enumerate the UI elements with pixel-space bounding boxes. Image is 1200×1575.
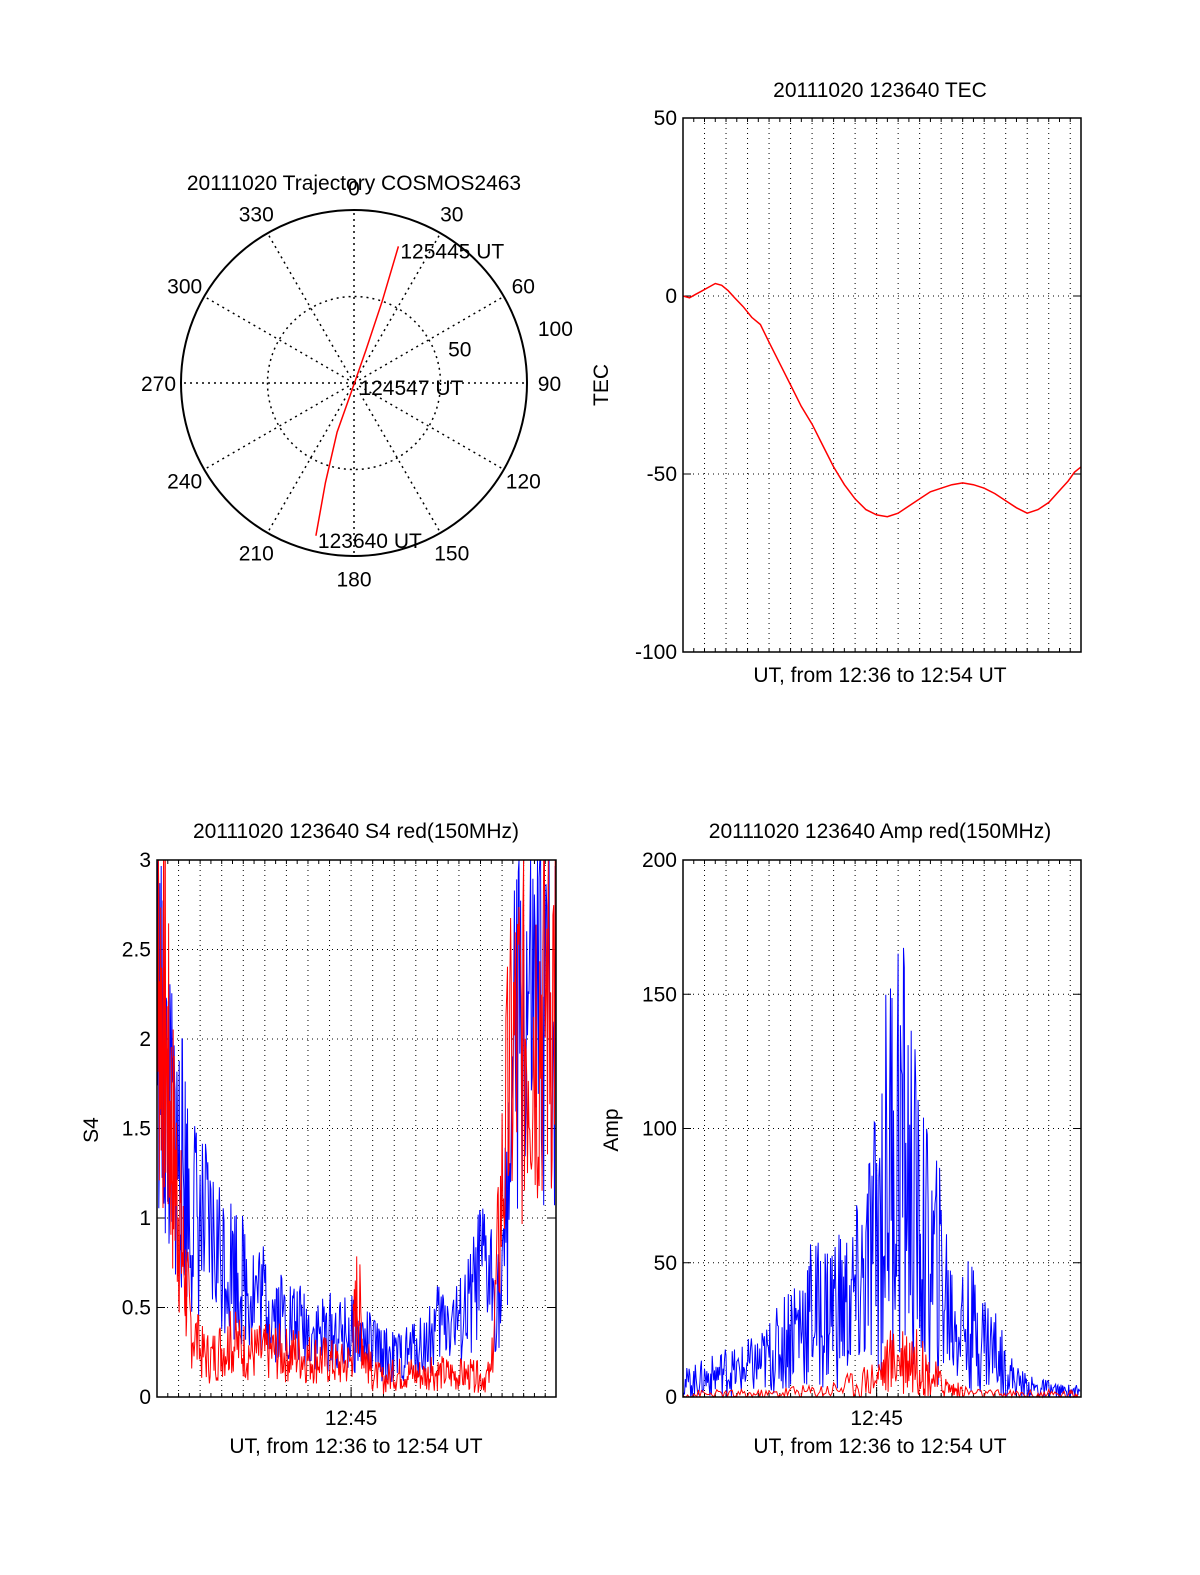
trajectory-angle-label: 330 bbox=[239, 204, 274, 227]
trajectory-angle-label: 0 bbox=[348, 178, 360, 201]
trajectory-angle-label: 180 bbox=[336, 568, 371, 591]
amp-plot: 200 150 100 50 0 12:45 bbox=[642, 849, 1082, 1430]
x-tick-label: 12:45 bbox=[325, 1407, 378, 1430]
trajectory-grid-spoke bbox=[203, 382, 355, 471]
amp-xlabel: UT, from 12:36 to 12:54 UT bbox=[753, 1435, 1006, 1458]
trajectory-angle-label: 90 bbox=[538, 373, 561, 396]
trajectory-outer-circle bbox=[180, 209, 528, 557]
trajectory-grid-spoke bbox=[353, 295, 505, 384]
s4-xlabel: UT, from 12:36 to 12:54 UT bbox=[229, 1435, 482, 1458]
trajectory-grid-spoke bbox=[266, 232, 355, 384]
trajectory-angle-label: 300 bbox=[167, 275, 202, 298]
tec-title: 20111020 123640 TEC bbox=[773, 79, 987, 102]
x-tick-label: 12:45 bbox=[850, 1407, 903, 1430]
tec-plot: 50 0 -50 -100 bbox=[635, 107, 1082, 664]
trajectory-grid bbox=[181, 210, 527, 556]
y-tick-label: 0 bbox=[139, 1386, 151, 1409]
y-tick-label: 1 bbox=[139, 1207, 151, 1230]
trajectory-time-annotation: 124547 UT bbox=[359, 377, 463, 400]
y-tick-label: -50 bbox=[647, 463, 677, 486]
amp-ylabel: Amp bbox=[600, 1108, 623, 1151]
trajectory-time-annotation: 125445 UT bbox=[400, 240, 504, 263]
trajectory-angle-label: 270 bbox=[141, 373, 176, 396]
y-tick-label: 50 bbox=[654, 1252, 677, 1275]
y-tick-label: 1.5 bbox=[122, 1118, 151, 1141]
y-tick-label: -100 bbox=[635, 641, 677, 664]
plot-frame bbox=[682, 859, 1082, 1398]
trajectory-grid-spoke bbox=[353, 232, 442, 384]
series-line-red bbox=[682, 282, 1082, 518]
y-tick-label: 0.5 bbox=[122, 1297, 151, 1320]
s4-plot: 3 2.5 2 1.5 1 0.5 0 12:45 bbox=[122, 849, 557, 1430]
tec-panel: 20111020 123640 TEC 50 0 -50 -100 UT, from … bbox=[590, 79, 1082, 687]
trajectory-grid-spoke bbox=[353, 382, 505, 471]
trajectory-radial-label: 100 bbox=[538, 318, 573, 341]
trajectory-radial-label: 50 bbox=[448, 339, 471, 362]
s4-ylabel: S4 bbox=[80, 1117, 103, 1143]
series-line-blue bbox=[682, 947, 1081, 1399]
trajectory-time-annotation: 123640 UT bbox=[318, 530, 422, 553]
series-line-red bbox=[682, 1329, 1081, 1399]
trajectory-track-line bbox=[315, 246, 400, 536]
series-line-red bbox=[156, 859, 556, 1394]
amp-title: 20111020 123640 Amp red(150MHz) bbox=[709, 820, 1051, 843]
trajectory-angle-label: 150 bbox=[434, 542, 469, 565]
trajectory-angle-label: 30 bbox=[440, 204, 463, 227]
tec-ylabel: TEC bbox=[590, 364, 613, 406]
trajectory-angle-label: 210 bbox=[239, 542, 274, 565]
trajectory-annotations: 125445 UT 124547 UT 123640 UT bbox=[318, 240, 505, 552]
y-tick-label: 100 bbox=[642, 1118, 677, 1141]
y-tick-label: 50 bbox=[654, 107, 677, 130]
y-tick-label: 0 bbox=[665, 285, 677, 308]
trajectory-radial-labels: 50 100 bbox=[448, 318, 573, 361]
trajectory-angle-labels: 0 30 60 90 120 150 180 210 240 270 300 330 bbox=[141, 178, 561, 592]
amp-panel: 20111020 123640 Amp red(150MHz) 200 150 10… bbox=[600, 820, 1082, 1458]
y-tick-label: 2.5 bbox=[122, 939, 151, 962]
y-tick-label: 3 bbox=[139, 849, 151, 872]
plot-frame bbox=[156, 859, 557, 1398]
trajectory-title: 20111020 Trajectory COSMOS2463 bbox=[187, 172, 521, 195]
trajectory-grid-spoke bbox=[266, 382, 355, 534]
trajectory-grid-circle bbox=[266, 295, 442, 471]
series-line-blue bbox=[156, 859, 556, 1382]
trajectory-angle-label: 240 bbox=[167, 471, 202, 494]
tec-xlabel: UT, from 12:36 to 12:54 UT bbox=[753, 664, 1006, 687]
trajectory-angle-label: 60 bbox=[512, 275, 535, 298]
trajectory-grid-spoke bbox=[353, 382, 442, 534]
trajectory-panel: 20111020 Trajectory COSMOS2463 0 30 60 90 12… bbox=[141, 172, 573, 591]
s4-panel: 20111020 123640 S4 red(150MHz) 3 2.5 2 1.5 1… bbox=[80, 820, 557, 1458]
y-tick-label: 150 bbox=[642, 983, 677, 1006]
y-tick-label: 200 bbox=[642, 849, 677, 872]
y-tick-label: 2 bbox=[139, 1028, 151, 1051]
plot-frame bbox=[682, 117, 1082, 653]
trajectory-grid-spoke bbox=[203, 295, 355, 384]
trajectory-track bbox=[315, 246, 400, 536]
y-tick-label: 0 bbox=[665, 1386, 677, 1409]
trajectory-angle-label: 120 bbox=[506, 471, 541, 494]
s4-title: 20111020 123640 S4 red(150MHz) bbox=[193, 820, 519, 843]
